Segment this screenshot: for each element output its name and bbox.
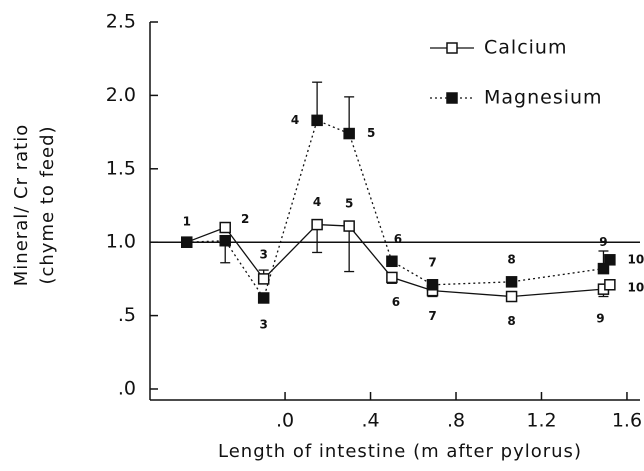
legend-marker: [446, 42, 458, 54]
data-point: [219, 234, 231, 247]
x-tick-label: .8: [447, 410, 465, 432]
data-point: [386, 255, 398, 268]
point-label: 9: [596, 312, 604, 326]
data-point: [505, 276, 518, 288]
x-axis-label: Length of intestine (m after pylorus): [218, 441, 582, 462]
point-label: 9: [599, 235, 607, 249]
data-point: [505, 290, 518, 303]
data-point: [181, 236, 193, 248]
point-label: 7: [428, 255, 436, 269]
data-point: [386, 271, 398, 284]
data-point: [597, 262, 610, 275]
y-tick-label: 2.0: [106, 84, 136, 106]
point-label: 7: [428, 309, 436, 323]
x-tick-label: 1.2: [526, 410, 556, 432]
legend-marker: [446, 92, 458, 104]
point-label: 10: [628, 280, 644, 294]
data-point: [343, 220, 355, 232]
y-tick-label: 1.5: [106, 157, 136, 179]
y-tick-label: 1.0: [106, 231, 136, 253]
data-point: [311, 218, 323, 231]
data-point: [257, 292, 270, 304]
data-point: [604, 254, 616, 266]
y-axis-label: Mineral/ Cr ratio: [11, 124, 32, 286]
data-point: [343, 127, 355, 140]
point-label: 10: [628, 252, 644, 266]
point-label: 4: [291, 113, 299, 127]
point-label: 6: [394, 232, 402, 246]
point-label: 8: [507, 252, 515, 266]
y-tick-label: .0: [118, 377, 136, 399]
point-label: 1: [183, 215, 191, 229]
data-point: [426, 279, 439, 291]
point-label: 3: [260, 247, 268, 261]
legend-label: Magnesium: [484, 87, 603, 109]
data-point: [257, 273, 270, 285]
point-label: 6: [392, 295, 400, 309]
y-tick-label: .5: [118, 304, 136, 326]
point-label: 2: [241, 212, 249, 226]
point-label: 4: [313, 195, 321, 209]
point-label: 5: [345, 197, 353, 211]
x-tick-label: .4: [361, 410, 379, 432]
y-tick-label: 2.5: [106, 11, 136, 33]
series-line: [186, 119, 611, 300]
data-point: [604, 279, 616, 291]
x-tick-label: .0: [276, 410, 294, 432]
legend-label: Calcium: [484, 37, 567, 59]
series-line: [186, 223, 611, 298]
data-point: [219, 221, 231, 234]
data-point: [311, 114, 323, 127]
point-label: 8: [507, 314, 515, 328]
point-label: 3: [260, 317, 268, 331]
point-label: 5: [367, 126, 375, 140]
x-tick-label: 1.6: [612, 410, 642, 432]
y-axis-label: (chyme to feed): [37, 125, 58, 284]
